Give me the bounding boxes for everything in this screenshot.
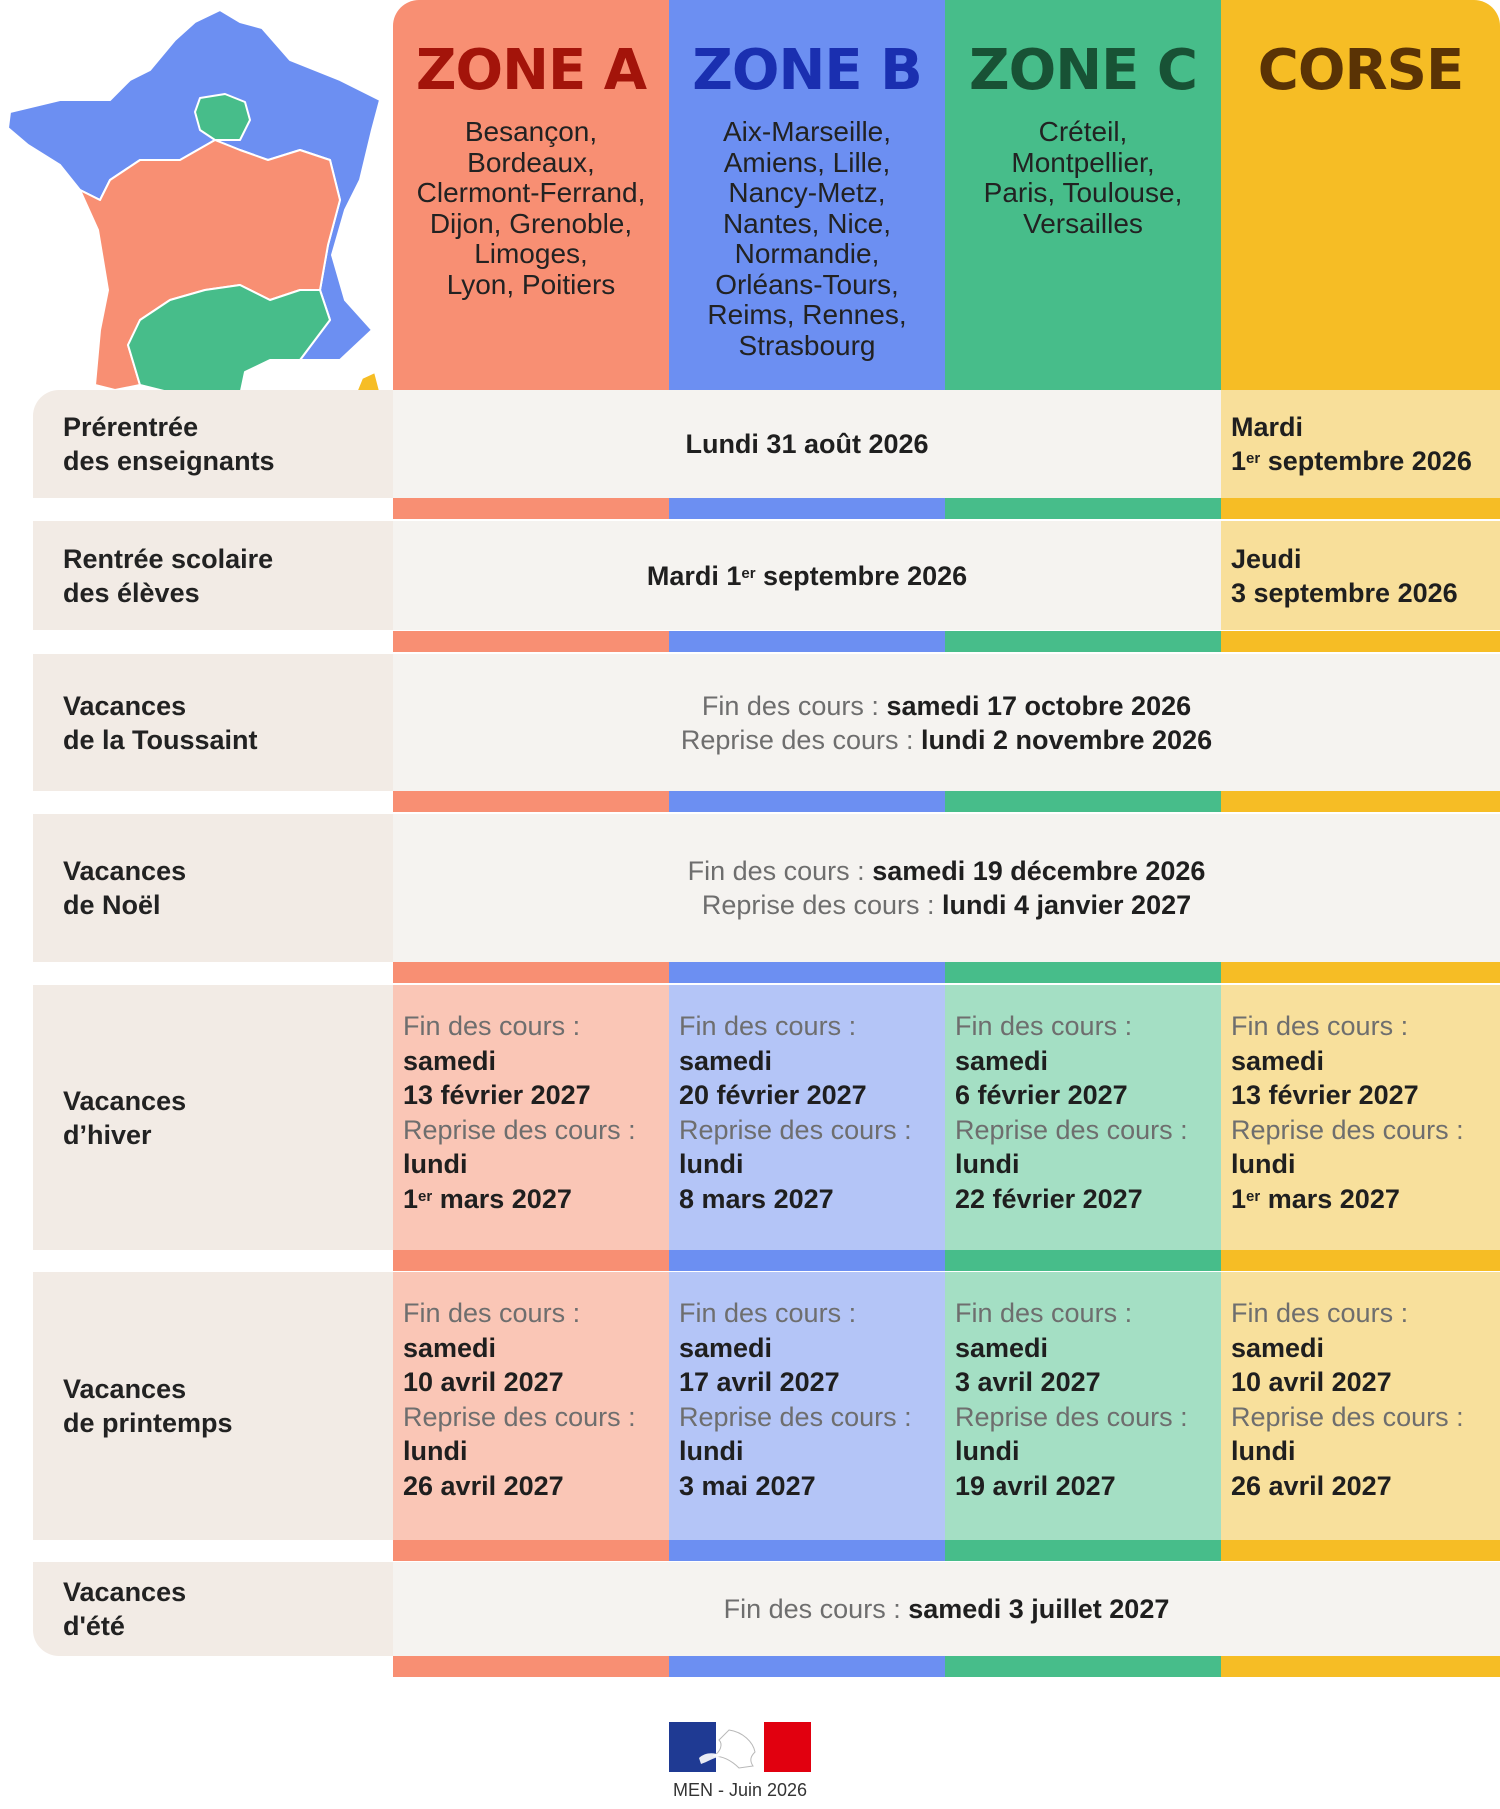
stripe-zone-b bbox=[669, 1540, 945, 1561]
printemps-zone-c: Fin des cours : samedi 3 avril 2027 Repr… bbox=[945, 1272, 1221, 1540]
stripe-zone-b bbox=[669, 631, 945, 652]
row-label-hiver: Vacances d’hiver bbox=[33, 985, 393, 1250]
stripe-zone-b bbox=[669, 791, 945, 812]
marianne-logo bbox=[669, 1722, 811, 1772]
noel-all-zones: Fin des cours : samedi 19 décembre 2026 … bbox=[393, 814, 1500, 962]
stripe-corse bbox=[1221, 1656, 1500, 1677]
ete-all-zones: Fin des cours : samedi 3 juillet 2027 bbox=[393, 1562, 1500, 1656]
stripe-zone-c bbox=[945, 962, 1221, 983]
hiver-corse: Fin des cours : samedi 13 février 2027 R… bbox=[1221, 985, 1500, 1250]
row-label-noel: Vacances de Noël bbox=[33, 814, 393, 962]
stripe-zone-a bbox=[393, 791, 669, 812]
row-label-rentree: Rentrée scolaire des élèves bbox=[33, 521, 393, 630]
hiver-zone-a: Fin des cours : samedi 13 février 2027 R… bbox=[393, 985, 669, 1250]
zone-b-title: ZONE B bbox=[692, 38, 923, 103]
stripe-corse bbox=[1221, 498, 1500, 519]
stripe-corse bbox=[1221, 791, 1500, 812]
row-label-toussaint: Vacances de la Toussaint bbox=[33, 654, 393, 791]
printemps-zone-a: Fin des cours : samedi 10 avril 2027 Rep… bbox=[393, 1272, 669, 1540]
zone-a-title: ZONE A bbox=[415, 38, 647, 103]
stripe-corse bbox=[1221, 1540, 1500, 1561]
rentree-common: Mardi 1er septembre 2026 bbox=[393, 521, 1221, 630]
prerentree-corse: Mardi 1er septembre 2026 bbox=[1221, 390, 1500, 498]
stripe-zone-c bbox=[945, 498, 1221, 519]
stripe-zone-c bbox=[945, 791, 1221, 812]
prerentree-common: Lundi 31 août 2026 bbox=[393, 390, 1221, 498]
stripe-zone-b bbox=[669, 1656, 945, 1677]
stripe-corse bbox=[1221, 1250, 1500, 1271]
stripe-zone-a bbox=[393, 1656, 669, 1677]
map-zone-c-paris bbox=[194, 93, 251, 141]
row-label-ete: Vacances d'été bbox=[33, 1562, 393, 1656]
stripe-zone-c bbox=[945, 1250, 1221, 1271]
header-zone-b: ZONE B Aix-Marseille, Amiens, Lille, Nan… bbox=[669, 0, 945, 390]
stripe-zone-c bbox=[945, 1656, 1221, 1677]
stripe-zone-b bbox=[669, 498, 945, 519]
stripe-zone-c bbox=[945, 1540, 1221, 1561]
france-zones-map bbox=[7, 9, 382, 437]
header-zone-a: ZONE A Besançon, Bordeaux, Clermont-Ferr… bbox=[393, 0, 669, 390]
footer-source: MEN - Juin 2026 bbox=[672, 1780, 808, 1800]
toussaint-all-zones: Fin des cours : samedi 17 octobre 2026 R… bbox=[393, 654, 1500, 791]
stripe-zone-a bbox=[393, 498, 669, 519]
corse-title: CORSE bbox=[1257, 38, 1464, 103]
printemps-corse: Fin des cours : samedi 10 avril 2027 Rep… bbox=[1221, 1272, 1500, 1540]
stripe-zone-c bbox=[945, 631, 1221, 652]
zone-c-academies: Créteil, Montpellier, Paris, Toulouse, V… bbox=[983, 116, 1183, 239]
zone-c-title: ZONE C bbox=[969, 38, 1198, 103]
zone-a-academies: Besançon, Bordeaux, Clermont-Ferrand, Di… bbox=[416, 116, 646, 300]
printemps-zone-b: Fin des cours : samedi 17 avril 2027 Rep… bbox=[669, 1272, 945, 1540]
header-corse: CORSE bbox=[1221, 0, 1500, 390]
stripe-zone-a bbox=[393, 962, 669, 983]
hiver-zone-b: Fin des cours : samedi 20 février 2027 R… bbox=[669, 985, 945, 1250]
zone-b-academies: Aix-Marseille, Amiens, Lille, Nancy-Metz… bbox=[707, 116, 907, 361]
row-label-prerentree: Prérentrée des enseignants bbox=[33, 390, 393, 498]
rentree-corse: Jeudi 3 septembre 2026 bbox=[1221, 521, 1500, 630]
stripe-zone-a bbox=[393, 631, 669, 652]
row-label-printemps: Vacances de printemps bbox=[33, 1272, 393, 1540]
stripe-zone-b bbox=[669, 1250, 945, 1271]
hiver-zone-c: Fin des cours : samedi 6 février 2027 Re… bbox=[945, 985, 1221, 1250]
stripe-corse bbox=[1221, 962, 1500, 983]
stripe-corse bbox=[1221, 631, 1500, 652]
stripe-zone-b bbox=[669, 962, 945, 983]
stripe-zone-a bbox=[393, 1540, 669, 1561]
stripe-zone-a bbox=[393, 1250, 669, 1271]
header-zone-c: ZONE C Créteil, Montpellier, Paris, Toul… bbox=[945, 0, 1221, 390]
